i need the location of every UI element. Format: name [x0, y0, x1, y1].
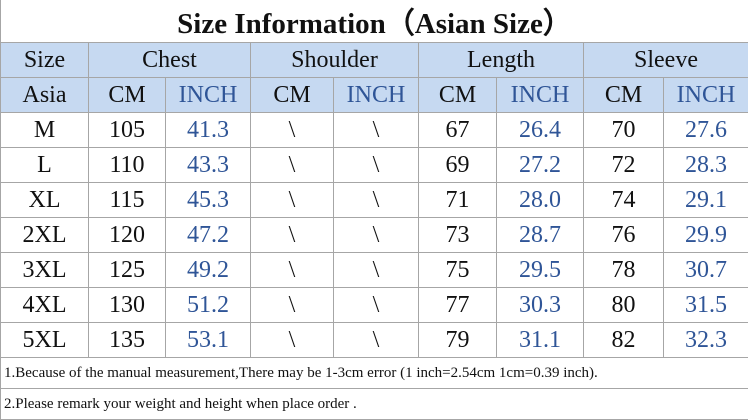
note-row: 2.Please remark your weight and height w… — [0, 388, 748, 420]
cell: \ — [250, 217, 334, 253]
header-group: Length — [418, 42, 584, 78]
cell: 43.3 — [165, 147, 251, 183]
cell: 29.1 — [663, 182, 748, 218]
header-unit: INCH — [333, 77, 419, 113]
cell: 79 — [418, 322, 497, 358]
size-row: 5XL 135 53.1 \ \ 79 31.1 82 32.3 — [0, 322, 748, 358]
cell: \ — [333, 322, 419, 358]
size-row: XL 115 45.3 \ \ 71 28.0 74 29.1 — [0, 182, 748, 218]
header-unit: INCH — [496, 77, 584, 113]
note: 1.Because of the manual measurement,Ther… — [0, 357, 748, 389]
cell: \ — [250, 287, 334, 323]
note-row: 1.Because of the manual measurement,Ther… — [0, 357, 748, 389]
cell: 31.1 — [496, 322, 584, 358]
cell: 30.7 — [663, 252, 748, 288]
cell: 28.7 — [496, 217, 584, 253]
header-group: Sleeve — [583, 42, 748, 78]
cell: 105 — [88, 112, 166, 148]
cell: \ — [250, 322, 334, 358]
header-group: Chest — [88, 42, 251, 78]
size-row: L 110 43.3 \ \ 69 27.2 72 28.3 — [0, 147, 748, 183]
cell: \ — [333, 112, 419, 148]
cell: 4XL — [0, 287, 89, 323]
cell: 135 — [88, 322, 166, 358]
cell: 125 — [88, 252, 166, 288]
cell: \ — [333, 252, 419, 288]
note: 2.Please remark your weight and height w… — [0, 388, 748, 420]
cell: 49.2 — [165, 252, 251, 288]
header-unit: INCH — [663, 77, 748, 113]
cell: 115 — [88, 182, 166, 218]
cell: \ — [333, 182, 419, 218]
header-group: Size — [0, 42, 89, 78]
cell: \ — [250, 112, 334, 148]
cell: 31.5 — [663, 287, 748, 323]
cell: \ — [333, 287, 419, 323]
title-row: Size Information（Asian Size） — [0, 0, 748, 43]
cell: 47.2 — [165, 217, 251, 253]
cell: 27.6 — [663, 112, 748, 148]
cell: 5XL — [0, 322, 89, 358]
header-unit: CM — [88, 77, 166, 113]
cell: 75 — [418, 252, 497, 288]
cell: 32.3 — [663, 322, 748, 358]
size-row: 4XL 130 51.2 \ \ 77 30.3 80 31.5 — [0, 287, 748, 323]
cell: 28.0 — [496, 182, 584, 218]
cell: XL — [0, 182, 89, 218]
cell: 29.9 — [663, 217, 748, 253]
cell: 80 — [583, 287, 664, 323]
cell: 41.3 — [165, 112, 251, 148]
cell: 71 — [418, 182, 497, 218]
header-unit: CM — [583, 77, 664, 113]
size-row: 2XL 120 47.2 \ \ 73 28.7 76 29.9 — [0, 217, 748, 253]
cell: 76 — [583, 217, 664, 253]
cell: 69 — [418, 147, 497, 183]
cell: 2XL — [0, 217, 89, 253]
cell: 73 — [418, 217, 497, 253]
cell: L — [0, 147, 89, 183]
cell: 53.1 — [165, 322, 251, 358]
cell: 30.3 — [496, 287, 584, 323]
cell: 70 — [583, 112, 664, 148]
header-row: Size Chest Shoulder Length Sleeve — [0, 42, 748, 78]
cell: 51.2 — [165, 287, 251, 323]
cell: M — [0, 112, 89, 148]
cell: \ — [333, 217, 419, 253]
cell: 74 — [583, 182, 664, 218]
cell: 110 — [88, 147, 166, 183]
cell: \ — [250, 147, 334, 183]
cell: 27.2 — [496, 147, 584, 183]
size-row: 3XL 125 49.2 \ \ 75 29.5 78 30.7 — [0, 252, 748, 288]
cell: 120 — [88, 217, 166, 253]
cell: \ — [333, 147, 419, 183]
cell: 26.4 — [496, 112, 584, 148]
header-unit: CM — [418, 77, 497, 113]
cell: 77 — [418, 287, 497, 323]
cell: 28.3 — [663, 147, 748, 183]
title: Size Information（Asian Size） — [0, 0, 748, 43]
header-row: Asia CM INCH CM INCH CM INCH CM INCH — [0, 77, 748, 113]
size-row: M 105 41.3 \ \ 67 26.4 70 27.6 — [0, 112, 748, 148]
cell: \ — [250, 252, 334, 288]
cell: 78 — [583, 252, 664, 288]
cell: 72 — [583, 147, 664, 183]
header-unit: Asia — [0, 77, 89, 113]
header-group: Shoulder — [250, 42, 419, 78]
cell: \ — [250, 182, 334, 218]
cell: 29.5 — [496, 252, 584, 288]
header-unit: INCH — [165, 77, 251, 113]
cell: 82 — [583, 322, 664, 358]
cell: 67 — [418, 112, 497, 148]
cell: 3XL — [0, 252, 89, 288]
header-unit: CM — [250, 77, 334, 113]
cell: 45.3 — [165, 182, 251, 218]
cell: 130 — [88, 287, 166, 323]
